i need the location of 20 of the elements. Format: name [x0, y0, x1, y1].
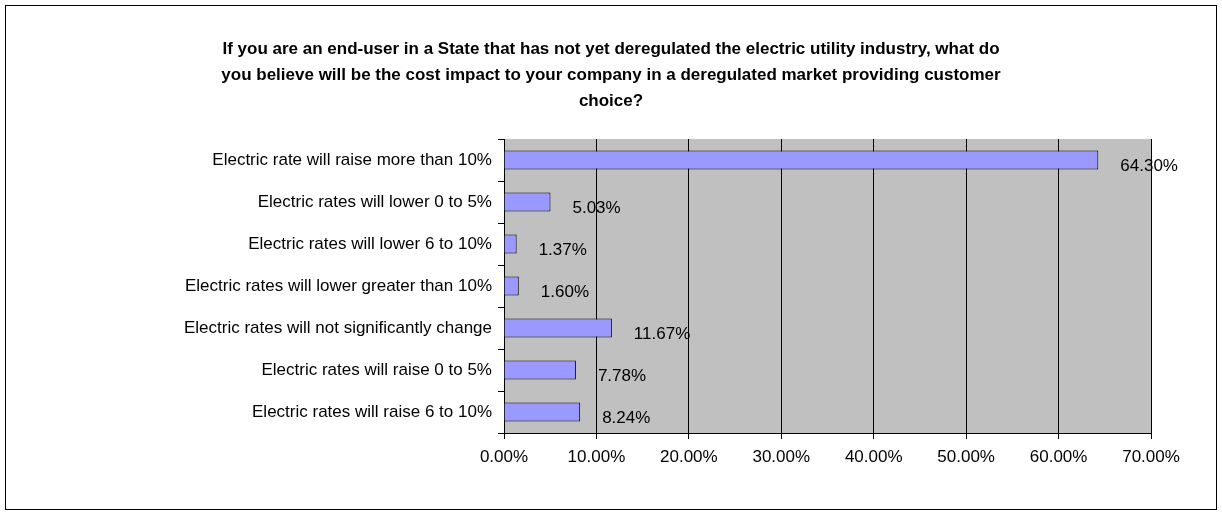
data-label: 7.78%	[597, 365, 647, 385]
data-label: 1.37%	[538, 239, 587, 259]
y-tick-label: Electric rates will raise 6 to 10%	[252, 401, 492, 421]
x-tick-label: 40.00%	[844, 446, 903, 466]
x-tick-label: 60.00%	[1029, 446, 1088, 466]
x-tick-label: 20.00%	[660, 446, 718, 466]
y-tick-label: Electric rates will raise 0 to 5%	[261, 359, 492, 379]
y-tick-label: Electric rate will raise more than 10%	[212, 149, 492, 169]
y-tick-label: Electric rates will lower greater than 10%	[184, 275, 492, 295]
x-tick-label: 50.00%	[937, 446, 995, 466]
chart-title: If you are an end-user in a State that has not yet deregulated the electric utility industry, what do you believe will be the cost impact to your company in a deregulated market providing customer choice?	[220, 38, 1002, 112]
data-label: 8.24%	[602, 407, 651, 427]
y-tick-label: Electric rates will not significantly change	[183, 317, 492, 337]
x-tick-label: 10.00%	[567, 446, 626, 466]
y-tick-label: Electric rates will lower 6 to 10%	[248, 233, 492, 253]
y-tick-label: Electric rates will lower 0 to 5%	[257, 191, 492, 211]
x-tick-label: 30.00%	[752, 446, 811, 466]
data-label: 1.60%	[540, 281, 589, 301]
x-tick-label: 0.00%	[479, 446, 529, 466]
x-tick-label: 70.00%	[1122, 446, 1180, 466]
